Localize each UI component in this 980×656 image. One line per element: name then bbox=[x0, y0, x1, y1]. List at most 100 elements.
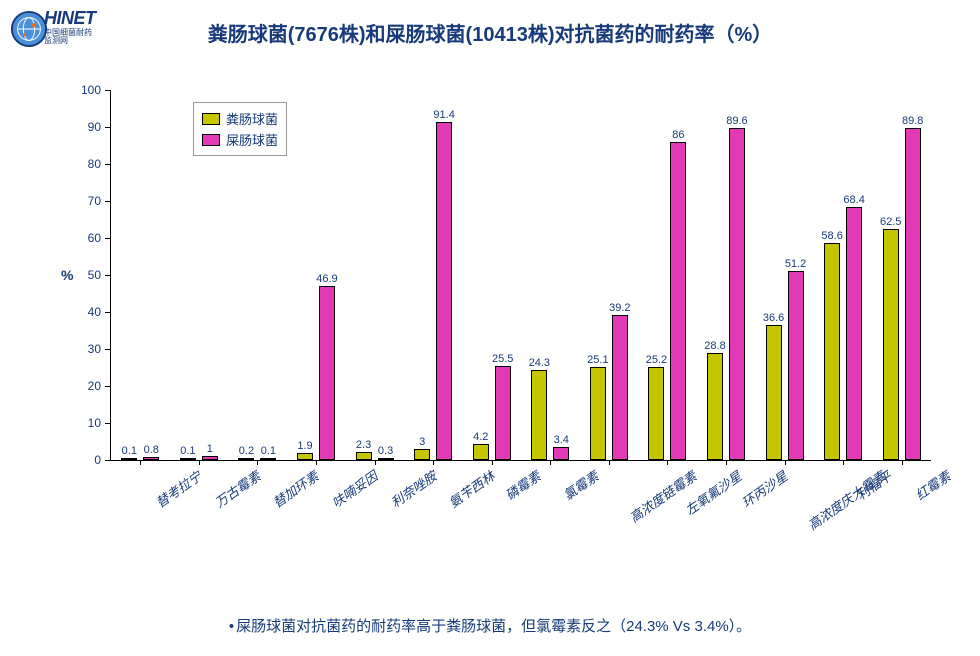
bar-series-b: 1 bbox=[202, 456, 218, 460]
bar-value-label: 58.6 bbox=[821, 230, 842, 242]
x-tick bbox=[316, 460, 317, 465]
x-tick bbox=[492, 460, 493, 465]
x-tick bbox=[667, 460, 668, 465]
y-tick-label: 0 bbox=[94, 453, 101, 467]
y-tick-label: 80 bbox=[88, 157, 101, 171]
bar-value-label: 91.4 bbox=[433, 109, 454, 121]
footnote-text: 屎肠球菌对抗菌药的耐药率高于粪肠球菌，但氯霉素反之（24.3% Vs 3.4%）… bbox=[229, 618, 751, 635]
bar-series-b: 68.4 bbox=[846, 207, 862, 460]
bar-value-label: 0.2 bbox=[239, 445, 254, 457]
bar-value-label: 28.8 bbox=[704, 340, 725, 352]
bar-value-label: 68.4 bbox=[843, 194, 864, 206]
bar-series-a: 2.3 bbox=[356, 452, 372, 461]
bar-value-label: 0.1 bbox=[122, 445, 137, 457]
legend-item: 屎肠球菌 bbox=[202, 130, 278, 149]
bar-series-b: 86 bbox=[670, 142, 686, 460]
bar-group: 替考拉宁0.10.8 bbox=[111, 90, 170, 460]
bar-group: 呋喃妥因1.946.9 bbox=[287, 90, 346, 460]
bar-group: 磷霉素4.225.5 bbox=[462, 90, 521, 460]
bar-group: 高浓度链霉素25.139.2 bbox=[580, 90, 639, 460]
legend-label: 屎肠球菌 bbox=[226, 130, 278, 149]
chart-legend: 粪肠球菌屎肠球菌 bbox=[193, 102, 287, 156]
bar-value-label: 39.2 bbox=[609, 302, 630, 314]
bar-series-b: 39.2 bbox=[612, 315, 628, 460]
x-tick bbox=[199, 460, 200, 465]
bar-group: 红霉素62.589.8 bbox=[872, 90, 931, 460]
bar-value-label: 24.3 bbox=[529, 357, 550, 369]
bar-series-a: 0.1 bbox=[121, 458, 137, 460]
logo-subtext-2: 监测网 bbox=[44, 37, 96, 45]
x-tick-label: 氯霉素 bbox=[559, 466, 602, 504]
legend-item: 粪肠球菌 bbox=[202, 109, 278, 128]
bar-group: 利奈唑胺2.30.3 bbox=[345, 90, 404, 460]
bar-value-label: 62.5 bbox=[880, 216, 901, 228]
x-tick-label: 红霉素 bbox=[911, 466, 954, 504]
bar-series-a: 58.6 bbox=[824, 243, 840, 460]
y-tick-label: 20 bbox=[88, 379, 101, 393]
bar-series-b: 0.3 bbox=[378, 458, 394, 460]
y-tick-label: 10 bbox=[88, 416, 101, 430]
bar-value-label: 3.4 bbox=[554, 434, 569, 446]
bar-group: 环丙沙星28.889.6 bbox=[697, 90, 756, 460]
y-tick-label: 50 bbox=[88, 268, 101, 282]
bar-value-label: 25.5 bbox=[492, 353, 513, 365]
x-tick bbox=[902, 460, 903, 465]
bar-value-label: 0.8 bbox=[144, 444, 159, 456]
bar-group: 高浓度庆大霉素36.651.2 bbox=[755, 90, 814, 460]
x-tick bbox=[609, 460, 610, 465]
bar-series-b: 0.1 bbox=[260, 458, 276, 460]
x-tick bbox=[726, 460, 727, 465]
chart-plot-area: 粪肠球菌屎肠球菌 % 0102030405060708090100替考拉宁0.1… bbox=[110, 90, 931, 461]
legend-label: 粪肠球菌 bbox=[226, 109, 278, 128]
bar-value-label: 1.9 bbox=[297, 440, 312, 452]
bar-series-a: 0.1 bbox=[180, 458, 196, 460]
bar-value-label: 3 bbox=[419, 436, 425, 448]
legend-swatch bbox=[202, 134, 220, 146]
bar-series-a: 4.2 bbox=[473, 444, 489, 460]
y-tick-label: 30 bbox=[88, 342, 101, 356]
bar-series-b: 25.5 bbox=[495, 366, 511, 460]
bar-series-a: 28.8 bbox=[707, 353, 723, 460]
chart-title: 粪肠球菌(7676株)和屎肠球菌(10413株)对抗菌药的耐药率（%） bbox=[0, 0, 980, 47]
x-tick-label: 呋喃妥因 bbox=[327, 466, 381, 511]
bar-value-label: 89.6 bbox=[726, 115, 747, 127]
x-tick bbox=[433, 460, 434, 465]
x-tick-label: 环丙沙星 bbox=[737, 466, 791, 511]
logo-main-text: HINET bbox=[44, 8, 96, 29]
bar-value-label: 0.1 bbox=[180, 445, 195, 457]
x-tick bbox=[843, 460, 844, 465]
bar-value-label: 25.1 bbox=[587, 354, 608, 366]
logo-globe-icon bbox=[10, 10, 48, 48]
x-tick bbox=[140, 460, 141, 465]
bar-series-b: 91.4 bbox=[436, 122, 452, 460]
bar-series-a: 24.3 bbox=[531, 370, 547, 460]
bar-value-label: 4.2 bbox=[473, 431, 488, 443]
x-tick-label: 替考拉宁 bbox=[152, 466, 206, 511]
bar-value-label: 1 bbox=[207, 443, 213, 455]
x-tick-label: 磷霉素 bbox=[501, 466, 544, 504]
x-tick-label: 利福平 bbox=[852, 466, 895, 504]
chinet-logo: HINET 中国细菌耐药 监测网 bbox=[10, 8, 120, 58]
x-tick-label: 万古霉素 bbox=[210, 466, 264, 511]
y-tick-label: 100 bbox=[81, 83, 101, 97]
bar-series-b: 89.8 bbox=[905, 128, 921, 460]
chart-footnote: 屎肠球菌对抗菌药的耐药率高于粪肠球菌，但氯霉素反之（24.3% Vs 3.4%）… bbox=[0, 615, 980, 636]
bar-value-label: 0.3 bbox=[378, 445, 393, 457]
y-tick-label: 40 bbox=[88, 305, 101, 319]
chart-container: 粪肠球菌屎肠球菌 % 0102030405060708090100替考拉宁0.1… bbox=[60, 80, 940, 560]
y-tick bbox=[105, 460, 111, 461]
bar-series-a: 0.2 bbox=[238, 458, 254, 460]
x-tick bbox=[550, 460, 551, 465]
x-tick-label: 氨苄西林 bbox=[445, 466, 499, 511]
bar-series-a: 1.9 bbox=[297, 453, 313, 460]
bar-value-label: 2.3 bbox=[356, 439, 371, 451]
bar-series-a: 25.2 bbox=[648, 367, 664, 460]
bar-group: 利福平58.668.4 bbox=[814, 90, 873, 460]
bar-value-label: 51.2 bbox=[785, 258, 806, 270]
y-tick-label: 90 bbox=[88, 120, 101, 134]
bar-series-a: 62.5 bbox=[883, 229, 899, 460]
x-tick bbox=[785, 460, 786, 465]
bar-series-a: 25.1 bbox=[590, 367, 606, 460]
bar-value-label: 25.2 bbox=[646, 354, 667, 366]
bar-value-label: 36.6 bbox=[763, 312, 784, 324]
